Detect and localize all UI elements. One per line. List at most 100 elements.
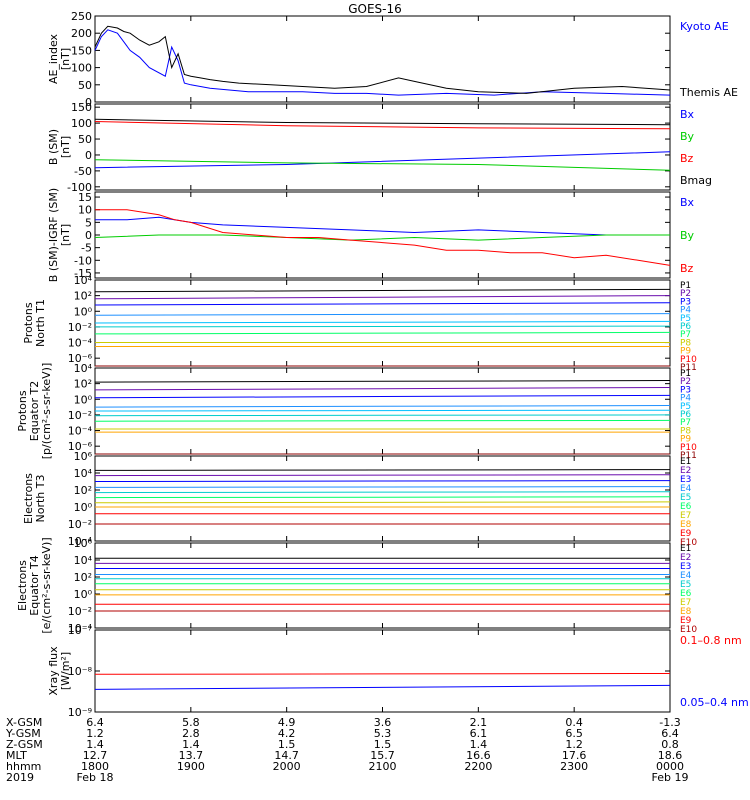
y-tick-label: 10⁻⁶ (68, 440, 93, 453)
y-axis-label: Protons (22, 302, 35, 343)
x-tick-label: 2.1 (470, 716, 488, 729)
legend-entry: P5 (680, 402, 691, 412)
legend-entry: E4 (680, 484, 692, 494)
x-tick-label: 2000 (273, 760, 301, 773)
y-tick-label: 10² (74, 290, 92, 303)
x-tick-label: 1.4 (470, 738, 488, 751)
y-tick-label: 100 (71, 62, 92, 75)
y-tick-label: 10 (78, 204, 92, 217)
y-axis-label: Electrons (22, 473, 35, 524)
legend-entry: P7 (680, 418, 691, 428)
series-line-b_sm-Bz (94, 121, 671, 130)
legend-entry: Bmag (680, 174, 712, 187)
y-tick-label: 10⁰ (74, 501, 93, 514)
legend-entry: P5 (680, 314, 691, 324)
legend-entry: Bx (680, 108, 695, 121)
series-line-protons_t1-P1 (94, 288, 671, 293)
y-tick-label: 10⁴ (74, 467, 93, 480)
y-axis-label: Equator T4 (28, 555, 41, 615)
x-tick-label: Feb 18 (77, 771, 114, 784)
series-line-electrons_t3-E6 (94, 496, 671, 499)
legend-entry: P7 (680, 330, 691, 340)
y-tick-label: 0 (85, 96, 92, 109)
y-axis-label: B (SM)-IGRF (SM) (47, 188, 60, 282)
y-axis-label: Xray flux (47, 646, 60, 696)
series-line-protons_t2-P3 (94, 394, 671, 399)
y-tick-label: 10⁻⁸ (68, 665, 93, 678)
y-tick-label: 0 (85, 229, 92, 242)
y-tick-label: 10⁰ (74, 305, 93, 318)
x-tick-label: 0000 (656, 760, 684, 773)
legend-entry: P2 (680, 289, 691, 299)
legend-entry: E5 (680, 493, 691, 503)
series-line-ae-Themis AE (94, 25, 671, 94)
series-line-b_sm-By (94, 159, 671, 171)
y-tick-label: 10⁻⁴ (68, 337, 93, 350)
y-tick-label: -5 (81, 242, 92, 255)
series-line-protons_t1-P5 (94, 320, 671, 324)
x-tick-label: 2200 (464, 760, 492, 773)
legend-entry: P2 (680, 377, 691, 387)
y-tick-label: 5 (85, 216, 92, 229)
y-axis-label: North T3 (34, 475, 47, 523)
x-tick-label: 1.4 (86, 738, 104, 751)
series-line-protons_t2-P2 (94, 387, 671, 391)
x-tick-label: 5.8 (182, 716, 200, 729)
legend-entry: P10 (680, 355, 697, 365)
legend-entry: E10 (680, 538, 697, 548)
y-tick-label: 10⁴ (74, 554, 93, 567)
y-axis-label: [nT] (59, 48, 72, 70)
y-tick-label: 150 (71, 44, 92, 57)
y-axis-label: Protons (16, 390, 29, 431)
x-axis-row-label: Y-GSM (5, 727, 41, 740)
y-tick-label: 50 (78, 133, 92, 146)
legend-entry: P11 (680, 451, 697, 461)
series-line-electrons_t3-E1 (94, 469, 671, 471)
y-tick-label: 10⁴ (74, 362, 93, 375)
y-axis-label: [W/m²] (59, 652, 72, 690)
y-tick-label: 50 (78, 79, 92, 92)
series-line-protons_t2-P7 (94, 419, 671, 422)
series-line-protons_t1-P6 (94, 325, 671, 328)
legend-entry: E7 (680, 598, 691, 608)
x-tick-label: 0.8 (661, 738, 679, 751)
y-tick-label: 10⁻⁶ (68, 352, 93, 365)
x-tick-label: -1.3 (659, 716, 680, 729)
y-tick-label: 150 (71, 101, 92, 114)
panel-frame-xray (94, 629, 671, 713)
series-line-ae-Kyoto AE (94, 29, 671, 96)
legend-entry: P1 (680, 369, 691, 379)
legend-entry: P4 (680, 306, 691, 316)
x-tick-label: 1.5 (278, 738, 296, 751)
x-tick-label: 1800 (81, 760, 109, 773)
legend-entry: P10 (680, 443, 697, 453)
legend-entry: P1 (680, 281, 691, 291)
y-tick-label: 10⁴ (74, 274, 93, 287)
series-line-protons_t2-P4 (94, 405, 671, 408)
legend-entry: 0.05–0.4 nm (680, 696, 749, 709)
y-tick-label: 10⁻² (68, 605, 92, 618)
legend-entry: P6 (680, 322, 691, 332)
legend-entry: E4 (680, 571, 692, 581)
y-tick-label: 100 (71, 117, 92, 130)
y-tick-label: 10⁻⁴ (68, 622, 93, 635)
y-tick-label: 15 (78, 191, 92, 204)
x-tick-label: 14.7 (274, 749, 299, 762)
x-tick-label: 1.4 (182, 738, 200, 751)
y-tick-label: 10² (74, 378, 92, 391)
series-line-protons_t1-P7 (94, 331, 671, 335)
x-tick-label: 4.9 (278, 716, 296, 729)
y-axis-label: [nT] (59, 224, 72, 246)
x-tick-label: 6.4 (661, 727, 679, 740)
y-tick-label: 10² (74, 484, 92, 497)
legend-entry: E1 (680, 457, 691, 467)
series-line-electrons_t3-E4 (94, 486, 671, 488)
x-tick-label: 4.2 (278, 727, 296, 740)
x-tick-label: 5.3 (374, 727, 392, 740)
panel-frame-b_sm (94, 103, 671, 191)
legend-entry: E2 (680, 553, 691, 563)
legend-entry: P8 (680, 338, 691, 348)
x-axis-row-label: X-GSM (6, 716, 42, 729)
legend-entry: E3 (680, 562, 691, 572)
